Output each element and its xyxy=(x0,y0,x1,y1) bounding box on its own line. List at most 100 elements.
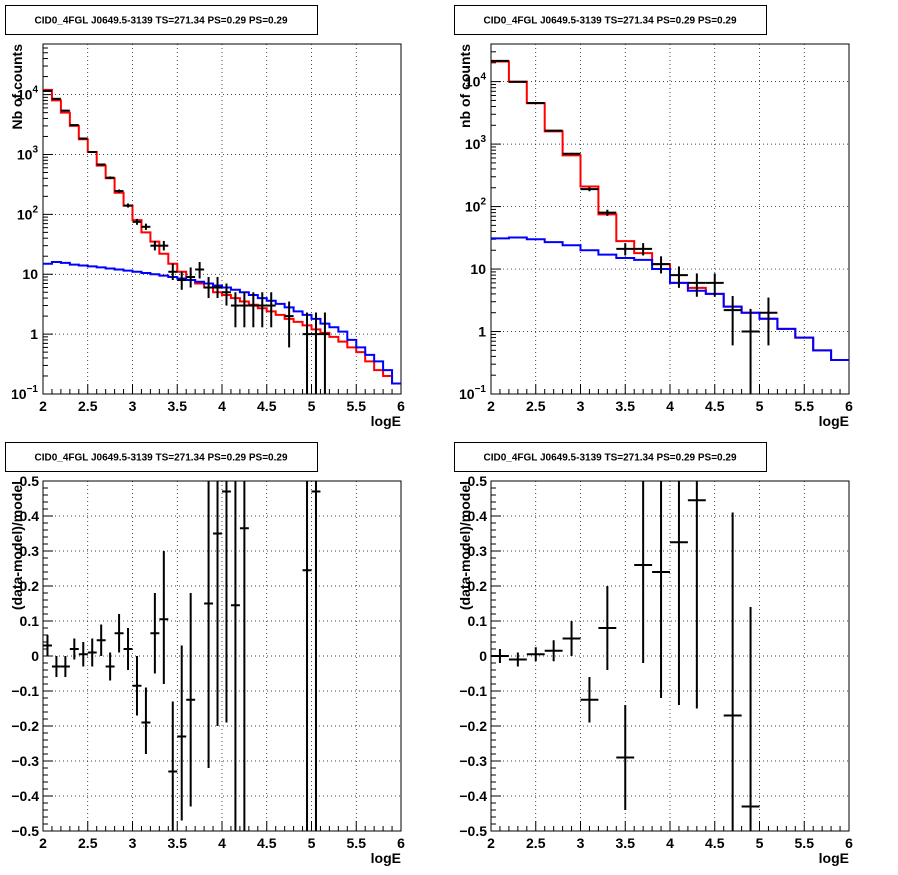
y-tick-label: 102 xyxy=(17,204,39,222)
data-point xyxy=(705,273,724,297)
y-tick-base: 10 xyxy=(11,386,27,402)
x-tick-label: 4 xyxy=(666,398,674,414)
y-tick-label: 10 xyxy=(470,261,486,277)
data-point xyxy=(213,481,222,726)
y-tick-label: −0.1 xyxy=(11,683,39,699)
data-point xyxy=(114,614,124,653)
y-tick-label: 1 xyxy=(478,324,486,340)
y-tick-label: 103 xyxy=(465,134,487,152)
data-point xyxy=(43,89,52,92)
y-tick-label: −0.2 xyxy=(459,718,487,734)
data-point xyxy=(741,308,760,394)
data-point xyxy=(284,301,294,348)
x-axis-label: logE xyxy=(371,413,401,429)
data-point xyxy=(526,101,545,104)
y-tick-label: −0.1 xyxy=(459,683,487,699)
y-axis-label: (data-model)/model xyxy=(457,481,473,610)
y-tick-exponent: 3 xyxy=(480,134,486,145)
x-axis-label: logE xyxy=(819,413,849,429)
chart-panel-1: CID0_4FGL J0649.5-3139 TS=271.34 PS=0.29… xyxy=(5,5,405,429)
data-point xyxy=(741,607,760,831)
data-point xyxy=(60,656,70,677)
y-tick-label: 0.1 xyxy=(20,613,40,629)
data-point xyxy=(562,621,581,656)
x-tick-label: 4.5 xyxy=(257,398,277,414)
plot-area xyxy=(491,481,760,831)
data-point xyxy=(723,512,742,831)
x-axis-label: logE xyxy=(371,850,401,866)
data-point xyxy=(132,218,142,225)
y-tick-label: −0.3 xyxy=(11,753,39,769)
x-tick-label: 2.5 xyxy=(526,835,546,851)
y-tick-exponent: 2 xyxy=(32,204,38,215)
y-tick-base: 10 xyxy=(465,199,481,215)
series-line-model-total xyxy=(43,88,401,385)
chart-title: CID0_4FGL J0649.5-3139 TS=271.34 PS=0.29… xyxy=(34,453,287,464)
data-point xyxy=(96,163,106,166)
data-point xyxy=(159,240,169,251)
y-tick-label: −0.3 xyxy=(459,753,487,769)
data-point xyxy=(150,240,160,251)
data-point xyxy=(616,243,635,256)
data-point xyxy=(239,481,249,831)
x-tick-label: 6 xyxy=(397,398,405,414)
data-point xyxy=(652,256,670,274)
data-point xyxy=(105,652,115,681)
x-axis-label: logE xyxy=(819,850,849,866)
chart-title: CID0_4FGL J0649.5-3139 TS=271.34 PS=0.29… xyxy=(34,16,287,27)
data-point xyxy=(759,297,778,346)
chart-title: CID0_4FGL J0649.5-3139 TS=271.34 PS=0.29… xyxy=(483,453,736,464)
data-point xyxy=(248,292,258,328)
data-point xyxy=(723,296,742,346)
x-tick-label: 5.5 xyxy=(347,835,367,851)
y-tick-label: 103 xyxy=(17,144,39,162)
data-point xyxy=(177,645,187,821)
data-point xyxy=(670,266,688,288)
x-tick-label: 2.5 xyxy=(526,398,546,414)
data-point xyxy=(491,59,509,62)
chart-title: CID0_4FGL J0649.5-3139 TS=271.34 PS=0.29… xyxy=(483,16,736,27)
data-point xyxy=(159,551,169,684)
data-point xyxy=(634,243,653,256)
chart-title-box xyxy=(454,5,767,35)
grid-lines xyxy=(491,481,849,831)
y-tick-label: 10−1 xyxy=(11,384,38,402)
y-tick-label: 104 xyxy=(465,72,487,90)
x-tick-label: 4 xyxy=(218,398,226,414)
data-point xyxy=(616,705,635,810)
x-tick-label: 6 xyxy=(397,835,405,851)
data-point xyxy=(266,292,276,328)
x-tick-label: 4 xyxy=(218,835,226,851)
plot-area xyxy=(43,88,401,394)
data-point xyxy=(320,312,330,394)
data-point xyxy=(508,80,527,83)
y-axis-label: nb of counts xyxy=(457,44,473,128)
x-tick-label: 5.5 xyxy=(795,398,815,414)
x-tick-label: 3.5 xyxy=(168,398,188,414)
y-tick-exponent: 4 xyxy=(32,85,38,96)
x-tick-label: 2 xyxy=(39,835,47,851)
x-tick-label: 3 xyxy=(577,835,585,851)
y-tick-label: 0.2 xyxy=(468,578,488,594)
data-point xyxy=(580,187,599,192)
y-tick-label: 0 xyxy=(479,648,487,664)
data-point xyxy=(302,481,312,831)
y-tick-label: −0.4 xyxy=(11,788,39,804)
data-point xyxy=(257,292,267,328)
plot-area xyxy=(491,59,849,394)
y-tick-label: −0.5 xyxy=(11,823,39,839)
data-point xyxy=(141,223,151,230)
y-tick-label: −0.2 xyxy=(11,718,39,734)
data-point xyxy=(141,687,151,754)
y-axis-label: (data-model)/model xyxy=(9,481,25,610)
y-tick-label: 10−1 xyxy=(459,384,486,402)
x-tick-label: 5 xyxy=(308,398,316,414)
chart-title-box xyxy=(5,5,318,35)
series-line-model-total xyxy=(491,60,849,362)
data-point xyxy=(195,262,205,279)
y-tick-exponent: −1 xyxy=(475,384,487,395)
data-point xyxy=(670,481,688,705)
chart-title-box xyxy=(5,442,318,472)
x-tick-label: 3 xyxy=(577,398,585,414)
